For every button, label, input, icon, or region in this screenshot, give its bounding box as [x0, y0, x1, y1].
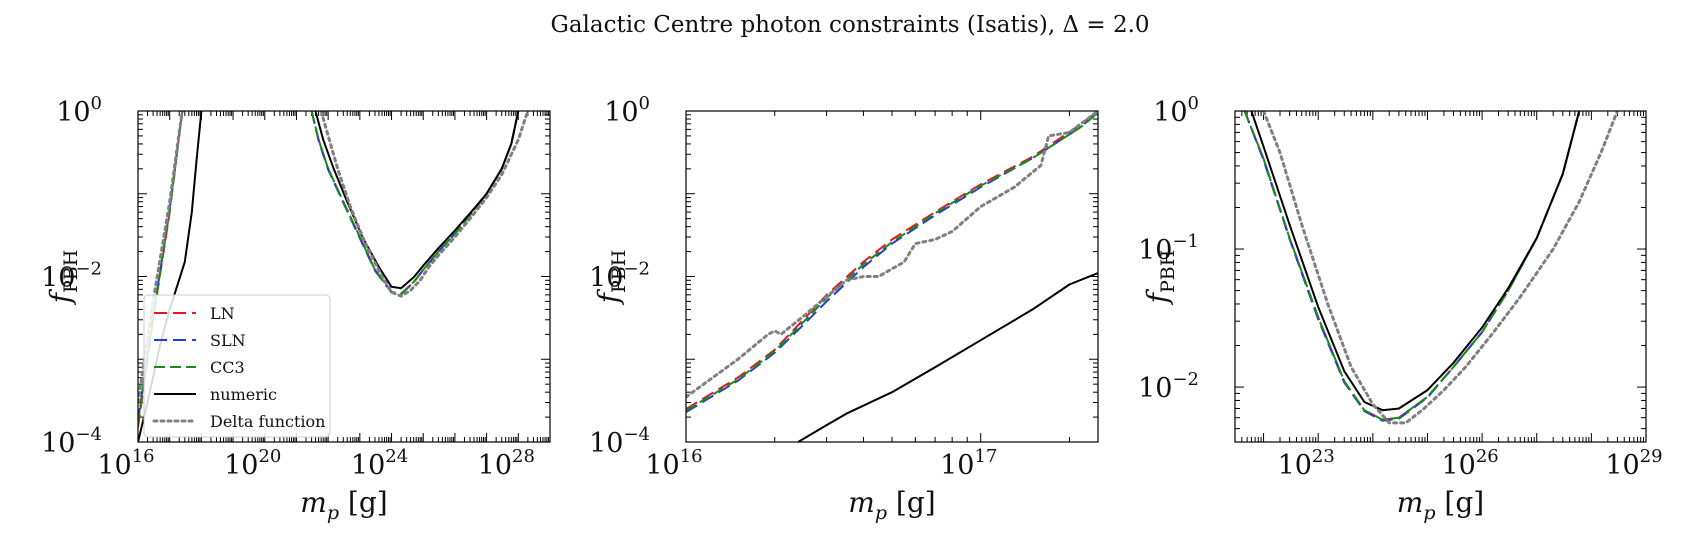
x-tick-label: 1016 [645, 446, 702, 481]
x-tick-label: 1028 [478, 446, 535, 481]
x-axis-label: mp [g] [1397, 486, 1484, 524]
figure-title: Galactic Centre photon constraints (Isat… [550, 12, 1149, 38]
x-tick-label: 1029 [1605, 446, 1662, 481]
y-tick-label: 100 [1153, 93, 1199, 128]
y-tick-label: 10−4 [41, 424, 102, 459]
axes-frame [137, 110, 551, 443]
series-delta-function-line [319, 111, 530, 298]
y-tick-label: 10−2 [589, 259, 650, 294]
axes-frame [685, 110, 1099, 443]
minor-ticks [1234, 110, 1647, 443]
series-delta-function-line [138, 111, 184, 404]
series-numeric-line [314, 111, 520, 290]
series-numeric-line [1250, 111, 1581, 412]
series-cc3-line [686, 112, 1098, 412]
x-axis-label: mp [g] [848, 486, 935, 524]
x-tick-label: 1016 [97, 446, 154, 481]
x-tick-label: 1026 [1441, 446, 1498, 481]
y-tick-label: 10−1 [1138, 231, 1199, 266]
series-ln-line [686, 111, 1098, 410]
legend-box [143, 294, 331, 438]
legend-label-ln: LN [210, 304, 235, 323]
series-ln-line [1243, 111, 1581, 421]
y-tick-label: 10−4 [589, 424, 650, 459]
series-cc3-line [310, 111, 520, 295]
x-tick-label: 1020 [224, 446, 281, 481]
legend-label-numeric: numeric [210, 385, 277, 404]
legend-label-cc3: CC3 [210, 358, 245, 377]
legend-label-delta-function: Delta function [210, 412, 325, 431]
x-tick-label: 1023 [1278, 446, 1335, 481]
series-numeric-line [797, 272, 1098, 442]
y-tick-label: 100 [56, 93, 102, 128]
legend: LN SLN CC3 numeric Delta function [143, 294, 331, 438]
series-delta-function-line [1262, 111, 1619, 425]
series-delta-function-line [686, 111, 1098, 399]
x-tick-label: 1024 [351, 446, 408, 481]
y-tick-label: 10−2 [1138, 369, 1199, 404]
axes-frame [1234, 110, 1647, 443]
x-axis-label: mp [g] [300, 486, 387, 524]
minor-ticks [137, 110, 551, 443]
legend-label-sln: SLN [210, 331, 246, 350]
series-sln-line [1243, 111, 1581, 422]
x-tick-label: 1017 [940, 446, 997, 481]
series-cc3-line [1243, 111, 1581, 421]
y-tick-label: 100 [604, 93, 650, 128]
y-tick-label: 10−2 [41, 259, 102, 294]
